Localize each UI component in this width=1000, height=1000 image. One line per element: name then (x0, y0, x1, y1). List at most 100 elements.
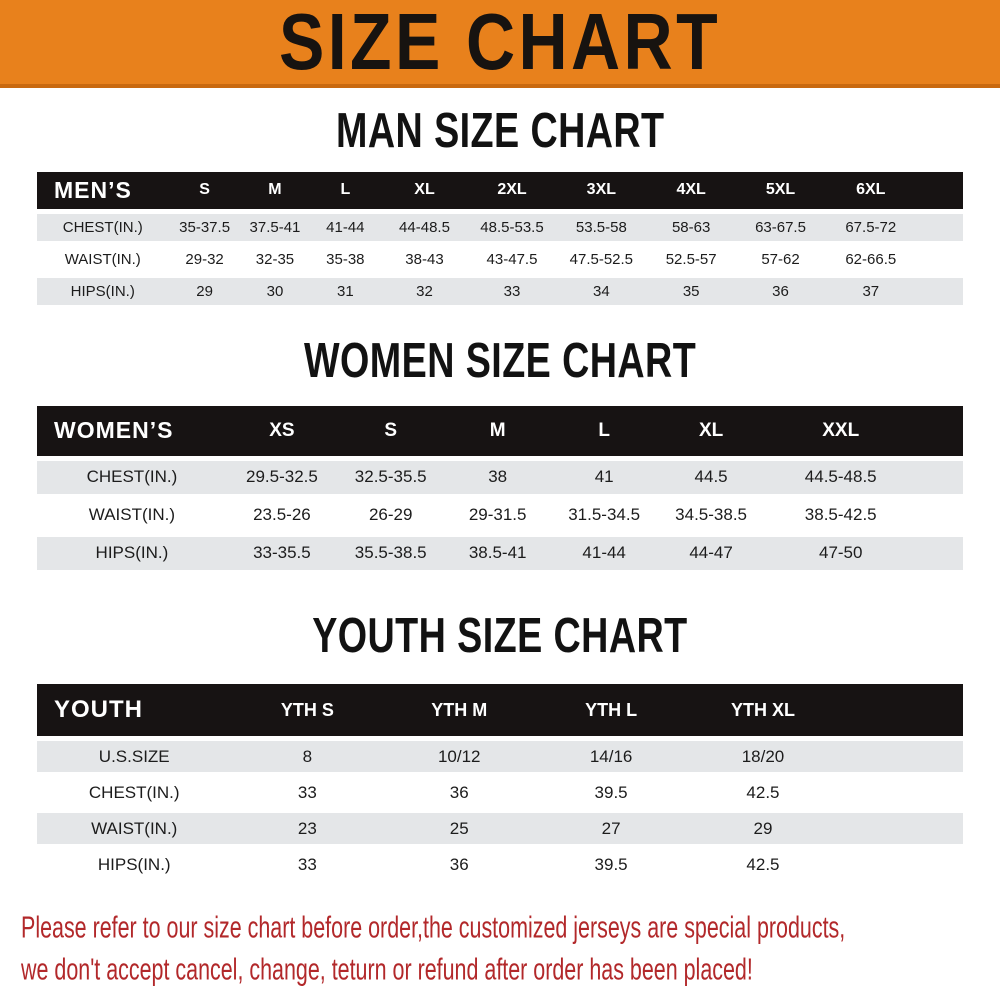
size-cell: 44.5 (657, 460, 765, 494)
spacer-cell (838, 813, 963, 845)
size-cell: 42.5 (746, 854, 780, 874)
spacer-cell (917, 499, 963, 532)
size-cell: 33 (297, 782, 317, 802)
order-note-text-1: Please refer to our size chart before or… (21, 911, 846, 946)
women-header-row: WOMEN’S XS S M L XL XXL (37, 405, 963, 456)
col-header: YTH M (383, 684, 536, 737)
col-header: 5XL (736, 171, 825, 209)
size-cell: 35-37.5 (168, 213, 241, 241)
size-cell: 35 (646, 277, 737, 305)
col-header: XL (381, 171, 468, 209)
men-header-label: MEN’S (37, 171, 169, 209)
col-header: S (337, 405, 445, 456)
youth-waist-row: WAIST(IN.) 23 25 27 29 (37, 813, 963, 845)
spacer-cell (916, 405, 963, 456)
youth-heading-text: YOUTH SIZE CHART (312, 606, 688, 663)
women-hips-row: HIPS(IN.) 33-35.5 35.5-38.5 38.5-41 41-4… (37, 536, 963, 570)
youth-chest-row: CHEST(IN.) 33 36 39.5 42.5 (37, 777, 963, 808)
size-cell: 29-32 (185, 250, 224, 268)
size-cell: 58-63 (646, 213, 737, 241)
size-cell: 57-62 (761, 250, 800, 268)
size-cell: 25 (383, 813, 536, 845)
size-cell: 29 (168, 277, 241, 305)
size-cell: 41-44 (309, 213, 382, 241)
youth-ussize-row: U.S.SIZE 8 10/12 14/16 18/20 (37, 741, 963, 773)
col-header: XL (657, 405, 765, 456)
banner-title: SIZE CHART (279, 0, 721, 86)
women-section-heading: WOMEN SIZE CHART (0, 332, 1000, 388)
col-header: S (168, 171, 241, 209)
size-cell: 39.5 (594, 854, 628, 874)
row-label: WAIST(IN.) (88, 505, 176, 524)
size-cell: 29.5-32.5 (226, 460, 338, 494)
size-cell: 47-50 (764, 536, 917, 570)
size-cell: 18/20 (687, 741, 839, 773)
men-chest-row: CHEST(IN.) 35-37.5 37.5-41 41-44 44-48.5… (37, 213, 963, 241)
spacer-cell (916, 460, 963, 494)
size-cell: 34.5-38.5 (675, 505, 748, 524)
youth-size-table: YOUTH YTH S YTH M YTH L YTH XL U.S.SIZE … (37, 679, 963, 885)
women-heading-text: WOMEN SIZE CHART (303, 332, 697, 388)
women-waist-row: WAIST(IN.) 23.5-26 26-29 29-31.5 31.5-34… (37, 499, 963, 532)
women-chest-row: CHEST(IN.) 29.5-32.5 32.5-35.5 38 41 44.… (37, 460, 963, 494)
size-cell: 14/16 (535, 741, 688, 773)
size-cell: 43-47.5 (486, 250, 538, 268)
size-cell: 33 (297, 854, 317, 874)
size-cell: 37.5-41 (240, 213, 310, 241)
men-heading-text: MAN SIZE CHART (335, 102, 665, 158)
size-cell: 48.5-53.5 (467, 213, 557, 241)
men-header-row: MEN’S S M L XL 2XL 3XL 4XL 5XL 6XL (37, 171, 963, 209)
men-size-table: MEN’S S M L XL 2XL 3XL 4XL 5XL 6XL CHEST… (37, 167, 963, 310)
col-header: XS (226, 405, 338, 456)
size-cell: 44.5-48.5 (764, 460, 917, 494)
size-cell: 41-44 (550, 536, 658, 570)
spacer-cell (916, 536, 963, 570)
size-cell: 34 (556, 277, 647, 305)
col-header: 3XL (556, 171, 647, 209)
size-cell: 30 (240, 277, 310, 305)
size-cell: 29 (687, 813, 839, 845)
order-note-text-2: we don't accept cancel, change, teturn o… (21, 953, 753, 988)
size-cell: 44-48.5 (381, 213, 468, 241)
row-label: WAIST(IN.) (64, 250, 141, 268)
size-cell: 33 (467, 277, 557, 305)
col-header: YTH S (231, 684, 384, 737)
size-cell: 36 (449, 854, 469, 874)
size-cell: 33-35.5 (226, 536, 338, 570)
order-note: Please refer to our size chart before or… (0, 907, 1000, 991)
row-label: CHEST(IN.) (88, 782, 180, 802)
col-header: 2XL (467, 171, 557, 209)
size-cell: 52.5-57 (665, 250, 717, 268)
size-cell: 27 (535, 813, 688, 845)
spacer-cell (839, 849, 963, 880)
women-header-label: WOMEN’S (37, 405, 227, 456)
men-hips-row: HIPS(IN.) 29 30 31 32 33 34 35 36 37 (37, 277, 963, 305)
row-label: CHEST(IN.) (37, 213, 169, 241)
spacer-cell (916, 213, 963, 241)
men-section-heading: MAN SIZE CHART (0, 102, 1000, 158)
size-cell: 39.5 (594, 782, 628, 802)
size-cell: 32.5-35.5 (337, 460, 445, 494)
youth-header-label: YOUTH (37, 684, 232, 737)
row-label: U.S.SIZE (37, 741, 232, 773)
size-cell: 44-47 (657, 536, 765, 570)
size-cell: 23 (231, 813, 384, 845)
size-cell: 47.5-52.5 (569, 250, 634, 268)
youth-header-row: YOUTH YTH S YTH M YTH L YTH XL (37, 684, 963, 737)
col-header: M (240, 171, 310, 209)
spacer-cell (916, 277, 963, 305)
men-waist-row: WAIST(IN.) 29-32 32-35 35-38 38-43 43-47… (37, 246, 963, 273)
size-cell: 10/12 (383, 741, 536, 773)
size-cell: 62-66.5 (845, 250, 897, 268)
size-cell: 32 (381, 277, 468, 305)
size-cell: 37 (824, 277, 917, 305)
youth-section-heading: YOUTH SIZE CHART (0, 606, 1000, 663)
size-cell: 41 (550, 460, 658, 494)
row-label: HIPS(IN.) (37, 277, 169, 305)
size-cell: 35.5-38.5 (337, 536, 445, 570)
size-cell: 38-43 (405, 250, 444, 268)
col-header: XXL (764, 405, 917, 456)
spacer-cell (838, 684, 963, 737)
size-cell: 38.5-41 (444, 536, 551, 570)
col-header: L (550, 405, 658, 456)
